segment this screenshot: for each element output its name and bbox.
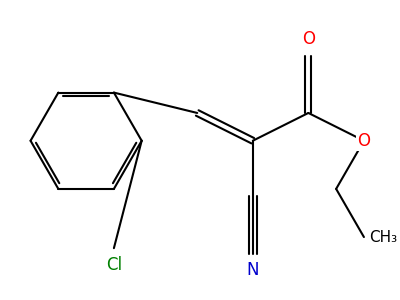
Text: CH₃: CH₃ xyxy=(370,230,398,244)
Text: N: N xyxy=(246,261,259,279)
Text: Cl: Cl xyxy=(106,256,122,274)
Text: O: O xyxy=(302,30,315,48)
Text: O: O xyxy=(358,132,370,150)
